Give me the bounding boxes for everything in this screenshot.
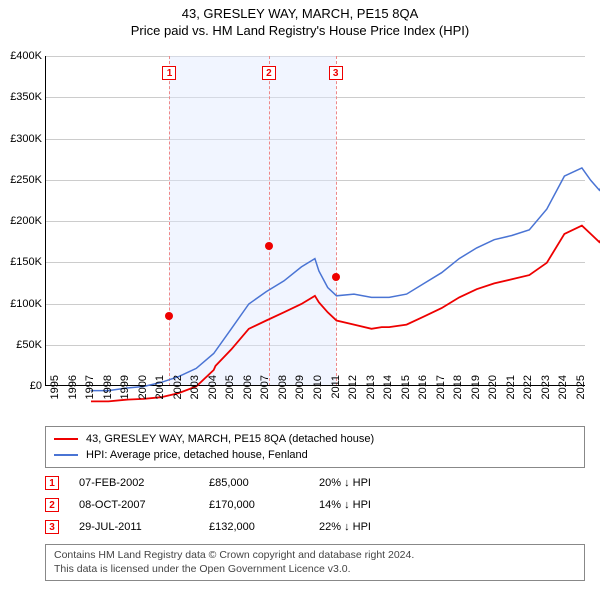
xtick-label: 2024	[557, 375, 569, 405]
event-date: 29-JUL-2011	[79, 521, 189, 533]
legend-item-property: 43, GRESLEY WAY, MARCH, PE15 8QA (detach…	[54, 431, 576, 447]
ytick-label: £100K	[2, 298, 42, 310]
xtick-label: 2005	[224, 375, 236, 405]
ytick-label: £300K	[2, 133, 42, 145]
xtick-label: 2022	[522, 375, 534, 405]
event-price: £170,000	[209, 499, 299, 511]
legend: 43, GRESLEY WAY, MARCH, PE15 8QA (detach…	[45, 426, 585, 468]
xtick-label: 2018	[452, 375, 464, 405]
xtick-label: 1998	[102, 375, 114, 405]
event-marker: 1	[45, 476, 59, 490]
event-row: 3 29-JUL-2011 £132,000 22% ↓ HPI	[45, 516, 585, 538]
xtick-label: 2020	[487, 375, 499, 405]
xtick-label: 2002	[172, 375, 184, 405]
xtick-label: 2019	[470, 375, 482, 405]
xtick-label: 2013	[365, 375, 377, 405]
event-row: 2 08-OCT-2007 £170,000 14% ↓ HPI	[45, 494, 585, 516]
xtick-label: 2009	[294, 375, 306, 405]
ytick-label: £200K	[2, 215, 42, 227]
xtick-label: 2012	[347, 375, 359, 405]
footer-line1: Contains HM Land Registry data © Crown c…	[54, 549, 576, 563]
event-price: £132,000	[209, 521, 299, 533]
event-delta: 14% ↓ HPI	[319, 499, 419, 511]
chart-container: 43, GRESLEY WAY, MARCH, PE15 8QA Price p…	[0, 6, 600, 596]
xtick-label: 2017	[435, 375, 447, 405]
event-price: £85,000	[209, 477, 299, 489]
xtick-label: 2007	[259, 375, 271, 405]
ytick-label: £350K	[2, 91, 42, 103]
legend-label: HPI: Average price, detached house, Fenl…	[86, 449, 308, 461]
legend-swatch	[54, 454, 78, 456]
xtick-label: 2004	[207, 375, 219, 405]
legend-swatch	[54, 438, 78, 440]
xtick-label: 2006	[242, 375, 254, 405]
ytick-label: £400K	[2, 50, 42, 62]
series-hpi	[91, 168, 600, 391]
footer-line2: This data is licensed under the Open Gov…	[54, 563, 576, 577]
legend-item-hpi: HPI: Average price, detached house, Fenl…	[54, 447, 576, 463]
xtick-label: 2008	[277, 375, 289, 405]
legend-label: 43, GRESLEY WAY, MARCH, PE15 8QA (detach…	[86, 433, 374, 445]
xtick-label: 2023	[540, 375, 552, 405]
xtick-label: 2015	[400, 375, 412, 405]
xtick-label: 1997	[84, 375, 96, 405]
xtick-label: 1995	[49, 375, 61, 405]
event-date: 08-OCT-2007	[79, 499, 189, 511]
event-delta: 22% ↓ HPI	[319, 521, 419, 533]
events-table: 1 07-FEB-2002 £85,000 20% ↓ HPI 2 08-OCT…	[45, 472, 585, 538]
xtick-label: 2016	[417, 375, 429, 405]
title-line2: Price paid vs. HM Land Registry's House …	[0, 23, 600, 38]
event-delta: 20% ↓ HPI	[319, 477, 419, 489]
ytick-label: £0	[2, 380, 42, 392]
plot-area	[45, 56, 585, 386]
ytick-label: £250K	[2, 174, 42, 186]
xtick-label: 2025	[575, 375, 587, 405]
xtick-label: 2014	[382, 375, 394, 405]
xtick-label: 2003	[189, 375, 201, 405]
xtick-label: 2001	[154, 375, 166, 405]
ytick-label: £150K	[2, 256, 42, 268]
xtick-label: 2011	[330, 375, 342, 405]
xtick-label: 2021	[505, 375, 517, 405]
ytick-label: £50K	[2, 339, 42, 351]
xtick-label: 1996	[67, 375, 79, 405]
event-date: 07-FEB-2002	[79, 477, 189, 489]
xtick-label: 2010	[312, 375, 324, 405]
xtick-label: 2000	[137, 375, 149, 405]
event-marker: 3	[45, 520, 59, 534]
event-row: 1 07-FEB-2002 £85,000 20% ↓ HPI	[45, 472, 585, 494]
event-marker: 2	[45, 498, 59, 512]
xtick-label: 1999	[119, 375, 131, 405]
title-line1: 43, GRESLEY WAY, MARCH, PE15 8QA	[0, 6, 600, 21]
attribution-footer: Contains HM Land Registry data © Crown c…	[45, 544, 585, 581]
